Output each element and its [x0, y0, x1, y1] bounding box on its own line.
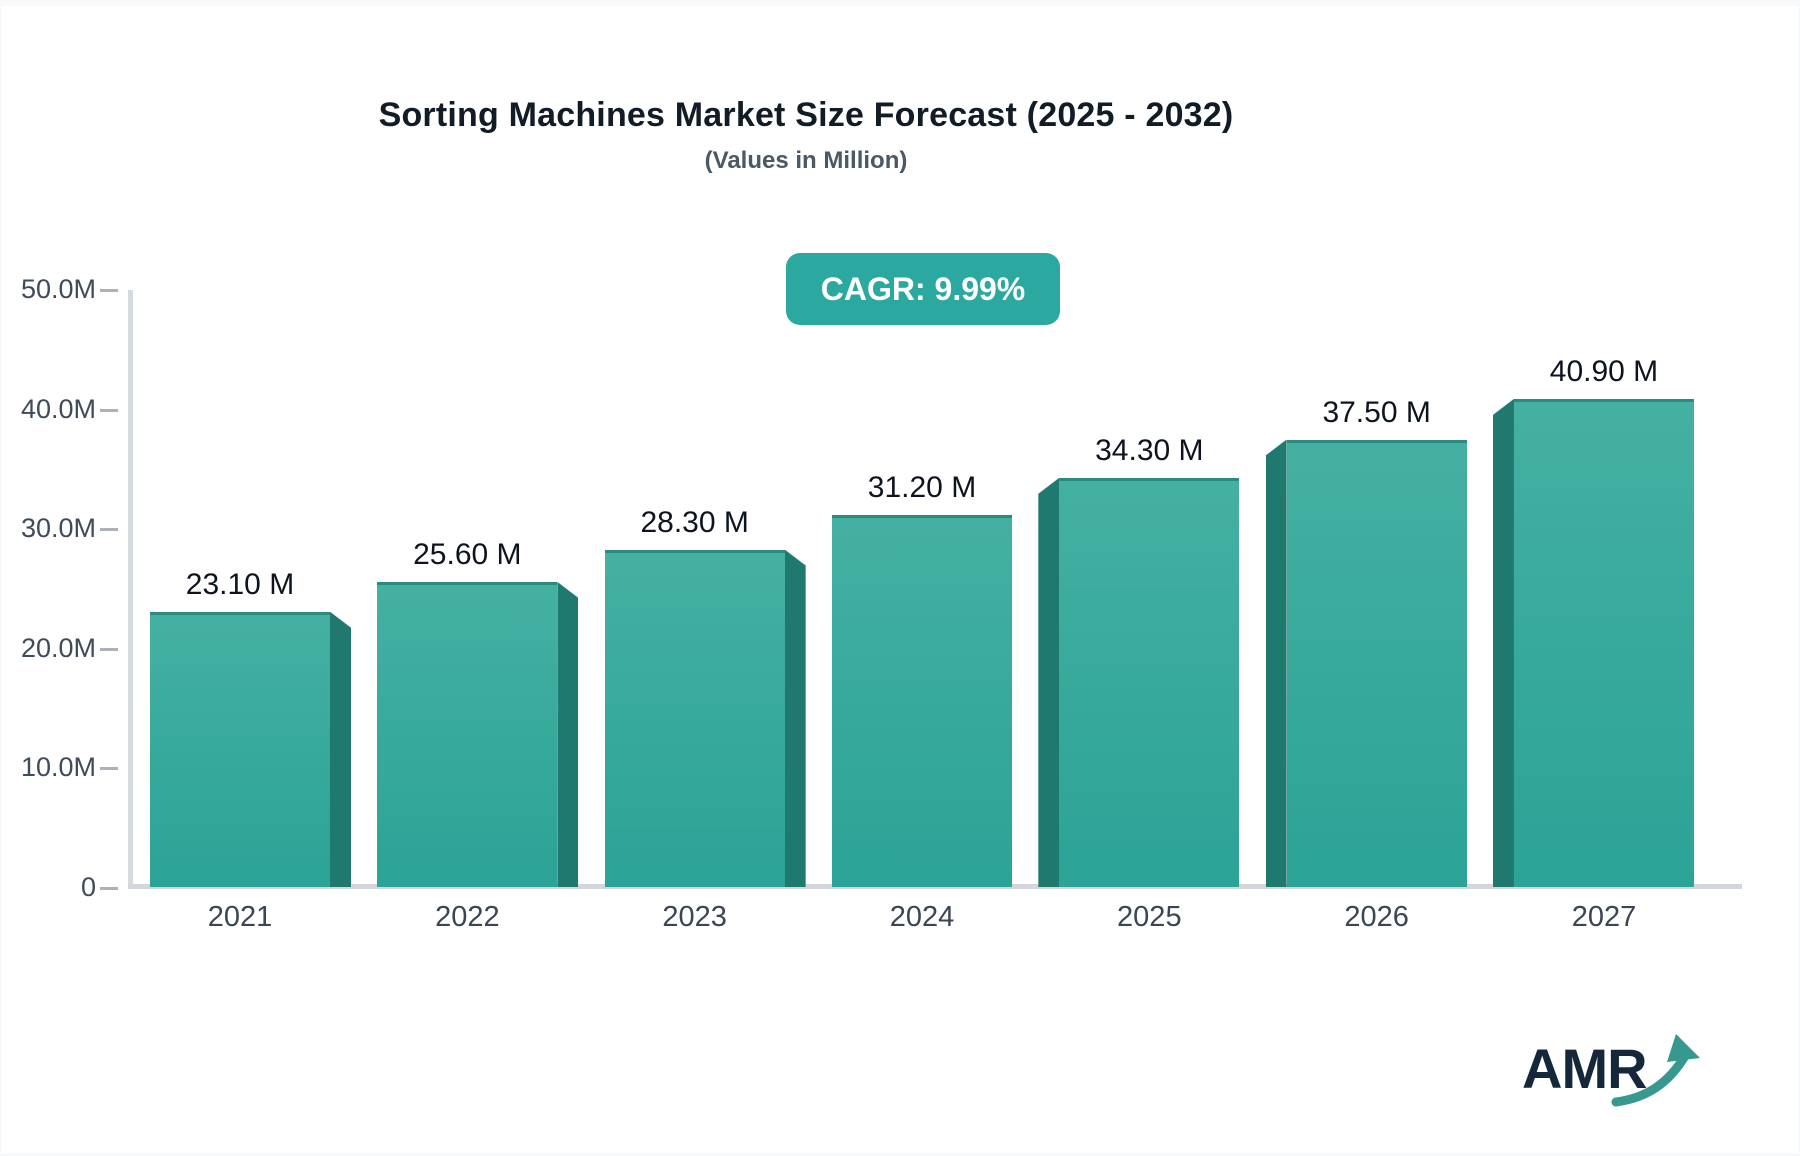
y-axis-tick-mark [100, 647, 118, 651]
bar-side-panel-2027 [1492, 398, 1514, 887]
x-axis-label-2022: 2022 [435, 901, 500, 933]
bar-value-label-2025: 34.30 M [1095, 433, 1204, 467]
chart-subtitle: (Values in Million) [704, 147, 908, 174]
bar-2023 [604, 549, 785, 887]
y-axis-tick-label: 40.0M [20, 393, 96, 424]
bar-value-label-2021: 23.10 M [185, 567, 295, 601]
bar-value-label-2026: 37.50 M [1322, 395, 1431, 429]
y-axis-tick-mark [100, 767, 118, 771]
bar-value-label-2023: 28.30 M [640, 505, 749, 539]
y-axis-tick-label: 0 [80, 872, 96, 902]
amr-logo-text: AMR [1522, 1037, 1647, 1100]
x-axis-label-2026: 2026 [1344, 901, 1409, 933]
bar-2022 [377, 581, 558, 887]
bar-2025 [1059, 477, 1240, 887]
bar-side-panel-2021 [330, 611, 351, 887]
bar-value-label-2027: 40.90 M [1549, 354, 1659, 388]
y-axis-tick-label: 30.0M [20, 513, 96, 544]
y-axis-tick-label: 20.0M [20, 632, 96, 663]
y-axis-tick-mark [100, 289, 118, 292]
x-axis-label-2023: 2023 [662, 901, 727, 933]
bar-2024 [831, 514, 1012, 887]
amr-logo: AMR [1522, 1034, 1700, 1107]
x-axis-label-2025: 2025 [1117, 901, 1182, 933]
x-axis-label-2024: 2024 [889, 901, 955, 933]
y-axis-line [128, 290, 133, 888]
y-axis-tick-label: 50.0M [20, 274, 96, 304]
bar-2021 [150, 611, 330, 887]
x-axis-label-2021: 2021 [207, 901, 273, 933]
bar-2027 [1513, 398, 1694, 887]
bar-side-panel-2022 [557, 581, 579, 887]
amr-logo-arrowhead [1667, 1034, 1700, 1062]
bar-value-label-2024: 31.20 M [867, 470, 977, 504]
x-axis-label-2027: 2027 [1571, 901, 1637, 933]
bar-side-panel-2023 [784, 549, 806, 887]
bar-2026 [1286, 439, 1467, 887]
amr-logo-arrow-curve [1611, 1051, 1690, 1107]
bar-side-panel-2025 [1038, 477, 1060, 887]
y-axis-tick-label: 10.0M [20, 752, 96, 783]
y-axis-tick-mark [100, 887, 118, 890]
y-axis-tick-mark [100, 528, 118, 532]
header-block: Sorting Machines Market Size Forecast (2… [0, 96, 1612, 175]
bar-side-panel-2026 [1265, 439, 1287, 887]
cagr-badge: CAGR: 9.99% [786, 253, 1060, 325]
chart-title: Sorting Machines Market Size Forecast (2… [378, 96, 1234, 134]
bar-value-label-2022: 25.60 M [413, 537, 522, 571]
y-axis-tick-mark [100, 408, 118, 412]
